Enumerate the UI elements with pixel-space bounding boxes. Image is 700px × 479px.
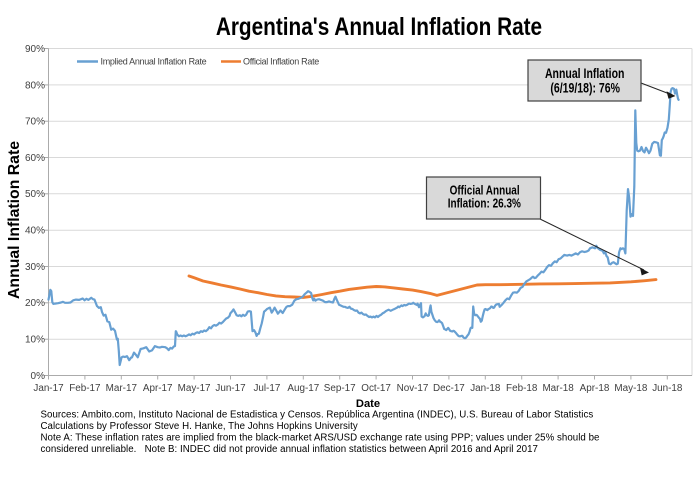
svg-text:10%: 10% bbox=[25, 335, 45, 346]
svg-text:considered unreliable. Note: considered unreliable. Note B: INDEC did… bbox=[41, 444, 538, 455]
svg-text:(6/19/18): 76%: (6/19/18): 76% bbox=[550, 80, 620, 96]
svg-text:80%: 80% bbox=[25, 80, 45, 91]
svg-text:Implied Annual Inflation Rate: Implied Annual Inflation Rate bbox=[101, 57, 207, 67]
svg-text:20%: 20% bbox=[25, 298, 45, 309]
svg-text:0%: 0% bbox=[31, 371, 46, 382]
svg-text:Nov-17: Nov-17 bbox=[397, 383, 429, 394]
svg-text:Annual Inflation: Annual Inflation bbox=[545, 66, 624, 82]
svg-text:Feb-18: Feb-18 bbox=[506, 383, 538, 394]
svg-text:Jun-18: Jun-18 bbox=[652, 383, 683, 394]
svg-text:90%: 90% bbox=[25, 44, 45, 55]
svg-text:30%: 30% bbox=[25, 262, 45, 273]
svg-text:Date: Date bbox=[356, 398, 380, 410]
svg-text:Mar-17: Mar-17 bbox=[106, 383, 137, 394]
svg-text:Annual Inflation Rate: Annual Inflation Rate bbox=[6, 141, 23, 299]
svg-text:Dec-17: Dec-17 bbox=[433, 383, 465, 394]
svg-text:Calculations by Professor Stev: Calculations by Professor Steve H. Hanke… bbox=[41, 421, 358, 432]
svg-text:Jan-18: Jan-18 bbox=[470, 383, 501, 394]
svg-text:Mar-18: Mar-18 bbox=[542, 383, 574, 394]
svg-text:Apr-18: Apr-18 bbox=[580, 383, 610, 394]
svg-text:Aug-17: Aug-17 bbox=[287, 383, 319, 394]
svg-text:Official Annual: Official Annual bbox=[450, 184, 520, 197]
svg-text:Official Inflation Rate: Official Inflation Rate bbox=[243, 57, 319, 67]
svg-text:40%: 40% bbox=[25, 226, 45, 237]
svg-text:Feb-17: Feb-17 bbox=[69, 383, 100, 394]
svg-text:Inflation: 26.3%: Inflation: 26.3% bbox=[448, 197, 521, 210]
svg-text:70%: 70% bbox=[25, 117, 45, 128]
svg-text:Note A: These inflation rates: Note A: These inflation rates are implie… bbox=[41, 433, 600, 444]
svg-text:50%: 50% bbox=[25, 189, 45, 200]
svg-text:Oct-17: Oct-17 bbox=[361, 383, 391, 394]
svg-text:60%: 60% bbox=[25, 153, 45, 164]
svg-text:Argentina's Annual Inflation R: Argentina's Annual Inflation Rate bbox=[216, 12, 542, 40]
svg-text:Sep-17: Sep-17 bbox=[324, 383, 356, 394]
svg-text:Jul-17: Jul-17 bbox=[253, 383, 280, 394]
svg-text:Apr-17: Apr-17 bbox=[143, 383, 173, 394]
svg-text:Jan-17: Jan-17 bbox=[33, 383, 63, 394]
svg-text:Sources: Ambito.com, Instituto: Sources: Ambito.com, Instituto Nacional … bbox=[41, 410, 594, 421]
svg-text:May-17: May-17 bbox=[178, 383, 211, 394]
svg-text:Jun-17: Jun-17 bbox=[215, 383, 245, 394]
svg-text:May-18: May-18 bbox=[614, 383, 647, 394]
